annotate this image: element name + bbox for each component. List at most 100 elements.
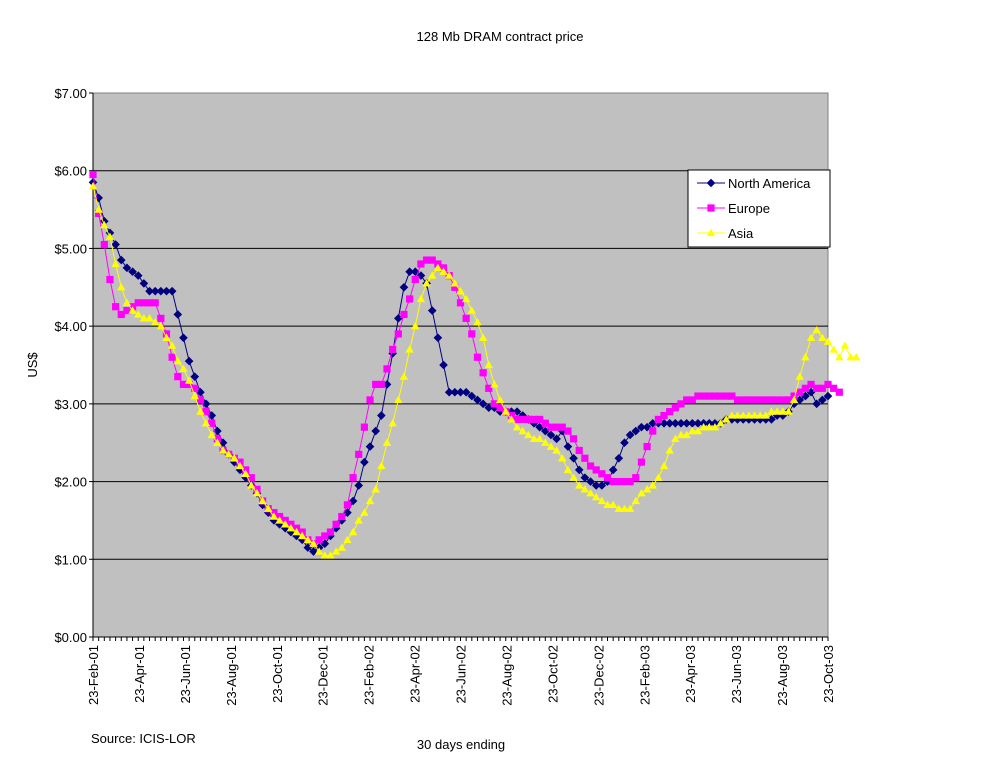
data-point-asia	[535, 434, 544, 442]
data-point-asia	[614, 504, 624, 512]
data-point-asia	[354, 516, 363, 524]
data-point-europe	[784, 396, 793, 404]
data-point-europe	[818, 384, 826, 392]
x-tick-label: 23-Oct-03	[821, 645, 836, 703]
data-point-europe	[739, 396, 747, 404]
data-point-asia	[767, 407, 776, 415]
data-point-asia	[303, 535, 313, 544]
data-point-europe	[185, 380, 193, 389]
x-tick-label: 23-Feb-02	[362, 645, 377, 705]
data-point-asia	[591, 492, 601, 501]
data-point-north-america	[586, 477, 595, 486]
data-point-asia	[88, 182, 98, 190]
data-point-north-america	[122, 263, 132, 273]
data-point-europe	[140, 299, 148, 307]
x-tick-label: 23-Aug-01	[224, 645, 239, 706]
data-point-europe	[750, 396, 759, 404]
data-point-north-america	[597, 481, 607, 490]
data-point-europe	[711, 392, 719, 400]
data-point-asia	[727, 411, 737, 419]
data-point-asia	[642, 485, 652, 493]
data-point-asia	[218, 446, 228, 454]
data-point-north-america	[682, 418, 691, 428]
data-point-north-america	[139, 279, 149, 288]
data-point-europe	[196, 396, 205, 404]
data-point-asia	[179, 364, 188, 373]
data-point-north-america	[574, 465, 584, 475]
data-point-asia	[286, 524, 296, 532]
data-point-europe	[762, 396, 770, 404]
data-point-asia	[699, 422, 708, 431]
data-point-north-america	[162, 286, 171, 296]
data-point-europe	[536, 415, 544, 423]
data-point-asia	[818, 333, 827, 341]
data-point-north-america	[631, 426, 641, 436]
source-note: Source: ICIS-LOR	[91, 731, 196, 746]
data-point-north-america	[637, 422, 646, 432]
x-tick-label: 23-Aug-03	[775, 645, 790, 706]
data-point-asia	[348, 527, 358, 536]
data-point-europe	[349, 474, 357, 482]
data-point-north-america	[456, 387, 465, 397]
data-point-europe	[321, 532, 329, 540]
data-point-asia	[744, 411, 754, 419]
data-point-asia	[128, 306, 137, 314]
data-point-north-america	[580, 473, 590, 482]
data-point-europe	[355, 450, 363, 458]
x-tick-label: 23-Jun-02	[454, 645, 469, 704]
data-point-asia	[733, 411, 742, 419]
x-tick-label: 23-Oct-01	[270, 645, 285, 703]
data-point-asia	[235, 461, 245, 470]
data-point-europe	[179, 380, 188, 389]
data-point-north-america	[625, 430, 635, 440]
data-point-north-america	[608, 465, 618, 475]
data-point-europe	[519, 415, 527, 423]
data-point-europe	[428, 256, 436, 264]
data-point-asia	[292, 527, 301, 536]
data-point-asia	[297, 531, 307, 540]
data-point-north-america	[371, 426, 380, 436]
data-point-asia	[750, 411, 759, 419]
data-point-asia	[201, 419, 211, 427]
data-point-north-america	[552, 434, 561, 444]
data-point-asia	[586, 489, 595, 497]
data-point-north-america	[377, 411, 386, 420]
data-point-europe	[801, 384, 809, 392]
data-point-asia	[269, 512, 279, 520]
data-point-asia	[563, 465, 573, 474]
y-tick-label: $2.00	[54, 475, 87, 490]
data-point-europe	[569, 435, 578, 443]
data-point-north-america	[461, 387, 471, 397]
data-point-north-america	[145, 286, 154, 296]
data-point-asia	[433, 263, 443, 272]
data-point-europe	[394, 330, 402, 338]
x-tick-label: 23-Dec-01	[316, 645, 331, 706]
y-axis: $0.00 $1.00 $2.00 $3.00 $4.00 $5.00 $6.00 $7.00	[54, 86, 94, 645]
data-point-asia	[608, 500, 618, 509]
data-point-europe	[451, 283, 459, 291]
data-point-north-america	[818, 395, 827, 405]
data-point-asia	[190, 391, 199, 400]
data-point-north-america	[116, 255, 126, 265]
data-point-north-america	[190, 372, 200, 381]
y-tick-label: $7.00	[54, 86, 87, 101]
x-tick-label: 23-Feb-03	[637, 645, 652, 705]
data-point-asia	[467, 306, 477, 314]
x-tick-label: 23-Dec-02	[591, 645, 606, 706]
data-point-europe	[830, 384, 838, 392]
data-point-asia	[461, 294, 471, 303]
data-point-north-america	[512, 407, 522, 416]
data-point-asia	[823, 337, 833, 345]
data-point-europe	[654, 415, 662, 423]
data-point-asia	[230, 454, 239, 462]
series-north-america	[88, 178, 833, 556]
data-point-asia	[795, 372, 804, 380]
data-point-asia	[331, 547, 341, 555]
data-point-asia	[490, 380, 499, 388]
data-point-asia	[450, 279, 460, 287]
data-point-asia	[117, 283, 126, 291]
data-point-asia	[399, 372, 409, 380]
data-point-europe	[598, 470, 606, 478]
data-point-north-america	[642, 422, 652, 432]
data-point-asia	[382, 438, 392, 446]
